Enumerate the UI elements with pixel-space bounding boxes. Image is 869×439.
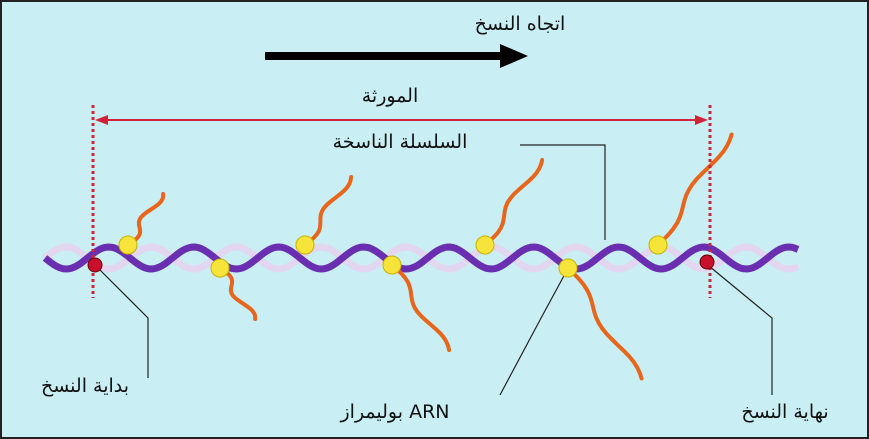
polymerase: [558, 258, 578, 278]
rna-strand: [656, 132, 734, 247]
rna-strand: [483, 158, 545, 247]
polymerases: [118, 235, 668, 278]
rna-strand: [303, 175, 354, 247]
polymerase: [295, 235, 315, 255]
rna-strand: [126, 192, 166, 247]
gene-arrow-right: [695, 115, 708, 125]
start-point: [87, 257, 103, 273]
polymerase: [648, 235, 668, 255]
direction-label: اتجاه النسخ: [475, 13, 566, 35]
rna-strand: [218, 266, 258, 321]
start-label: بداية النسخ: [41, 375, 129, 397]
leader-lines: [96, 144, 773, 396]
polymerase-label: بوليمراز ARN: [339, 401, 449, 423]
strand-dark: [42, 243, 800, 273]
gene-arrow-left: [95, 115, 108, 125]
rna-strand: [390, 263, 452, 352]
polymerase: [382, 255, 402, 275]
dna-helix: [42, 243, 800, 273]
end-point: [699, 254, 715, 270]
rna-strands: [126, 132, 734, 381]
template-strand-label: السلسلة الناسخة: [333, 131, 468, 153]
rna-strand: [566, 266, 644, 381]
gene-label: المورثة: [362, 85, 419, 107]
polymerase: [210, 258, 230, 278]
polymerase: [118, 235, 138, 255]
polymerase: [475, 235, 495, 255]
direction-arrow-head: [500, 44, 528, 68]
end-label: نهاية النسخ: [741, 401, 828, 423]
